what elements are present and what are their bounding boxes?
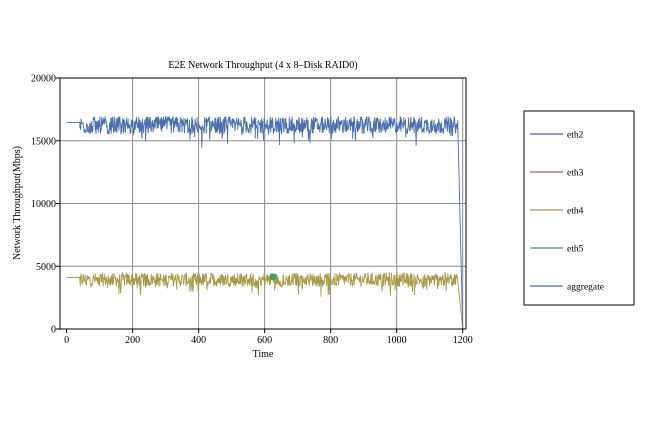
x-tick-label: 600: [257, 335, 272, 346]
series-line-eth4: [66, 271, 464, 330]
x-tick-label: 0: [64, 335, 69, 346]
legend-label-eth5: eth5: [567, 245, 584, 255]
legend-label-eth2: eth2: [567, 131, 584, 141]
x-tick-label: 800: [323, 335, 338, 346]
y-tick-label: 20000: [31, 74, 56, 85]
y-tick-label: 10000: [31, 199, 56, 210]
legend: eth2 eth3 eth4 eth5 aggregate: [523, 110, 635, 306]
series-marker-eth5: [269, 273, 277, 281]
y-tick-label: 15000: [31, 136, 56, 147]
series-layer: [66, 115, 464, 330]
legend-label-eth4: eth4: [567, 207, 584, 217]
y-tick-label: 0: [51, 325, 56, 336]
y-axis-title: Network Throughput(Mbps): [12, 146, 23, 260]
x-tick-label: 200: [125, 335, 140, 346]
legend-label-aggregate: aggregate: [567, 283, 604, 293]
legend-box: [523, 110, 635, 306]
y-tick-label: 5000: [36, 262, 56, 273]
ticks: 0 200 400 600 800 1000 1200 0 5000 10000 15000 2000…: [31, 74, 473, 347]
x-tick-label: 1200: [453, 335, 473, 346]
x-tick-label: 1000: [387, 335, 407, 346]
x-axis-title: Time: [253, 349, 274, 360]
chart-title: E2E Network Throughput (4 x 8–Disk RAID0…: [168, 60, 357, 71]
legend-label-eth3: eth3: [567, 169, 584, 179]
x-tick-label: 400: [191, 335, 206, 346]
series-line-aggregate: [66, 115, 464, 330]
